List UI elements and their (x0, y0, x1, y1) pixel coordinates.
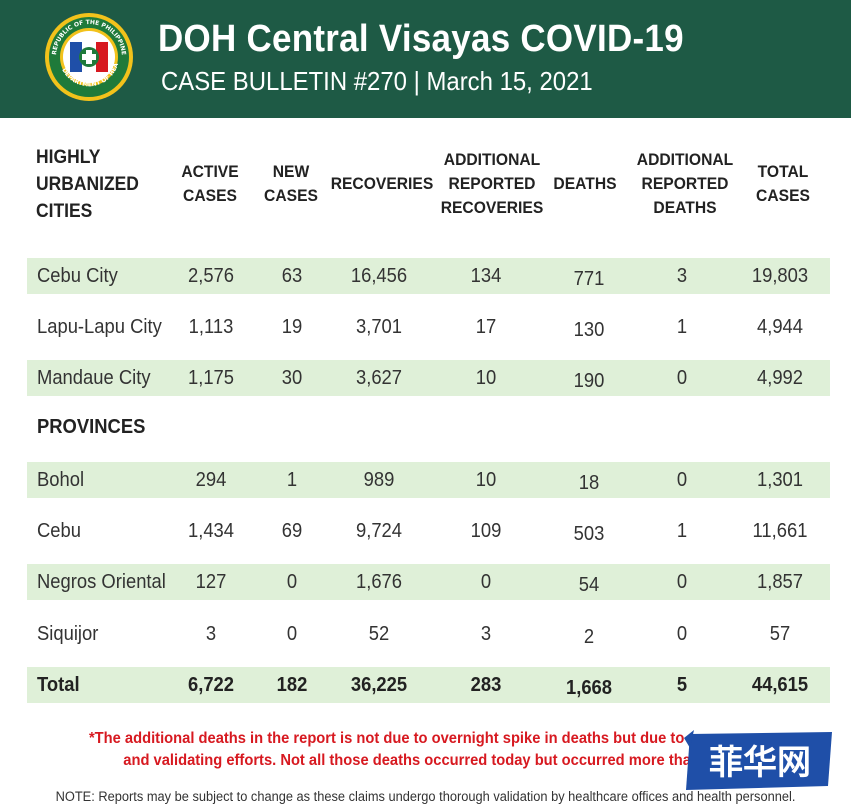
header-highly-urbanized-cities: HIGHLY URBANIZED CITIES (36, 147, 139, 222)
svg-text:菲华网: 菲华网 (709, 743, 811, 783)
header-banner: REPUBLIC OF THE PHILIPPINES DEPARTMENT O… (0, 0, 851, 118)
section-label-provinces: PROVINCES (37, 416, 146, 438)
table-row-cebu-city: Cebu City 2,576 63 16,456 134 771 3 19,8… (27, 258, 830, 294)
header-recoveries: RECOVERIES (330, 174, 434, 193)
table-row-cebu: Cebu 1,434 69 9,724 109 503 1 11,661 (37, 520, 808, 545)
bulletin-subtitle: CASE BULLETIN #270 | March 15, 2021 (161, 66, 593, 96)
footnote-line-1: *The additional deaths in the report is … (88, 730, 763, 747)
header-additional-deaths: ADDITIONAL REPORTED DEATHS (636, 150, 734, 217)
validation-note: NOTE: Reports may be subject to change a… (55, 789, 796, 804)
table-row-mandaue-city: Mandaue City 1,175 30 3,627 10 190 0 4,9… (27, 360, 830, 396)
table-row-lapu-lapu-city: Lapu-Lapu City 1,113 19 3,701 17 130 1 4… (37, 316, 804, 341)
header-new-cases: NEW CASES (264, 162, 318, 205)
header-deaths: DEATHS (553, 174, 617, 193)
header-additional-recoveries: ADDITIONAL REPORTED RECOVERIES (440, 150, 544, 217)
table-row-siquijor: Siquijor 3 0 52 3 2 0 57 (37, 623, 791, 648)
header-total-cases: TOTAL CASES (756, 162, 810, 205)
header-active-cases: ACTIVE CASES (181, 162, 239, 205)
footnote-line-2: and validating efforts. Not all those de… (123, 752, 728, 769)
bulletin-title: DOH Central Visayas COVID-19 (158, 18, 684, 60)
site-watermark-logo: 菲华网 (684, 730, 832, 790)
table-row-bohol: Bohol 294 1 989 10 18 0 1,301 (27, 462, 830, 498)
table-row-negros-oriental: Negros Oriental 127 0 1,676 0 54 0 1,857 (27, 564, 830, 600)
doh-seal-logo: REPUBLIC OF THE PHILIPPINES DEPARTMENT O… (44, 12, 133, 101)
table-row-total: Total 6,722 182 36,225 283 1,668 5 44,61… (27, 667, 830, 703)
